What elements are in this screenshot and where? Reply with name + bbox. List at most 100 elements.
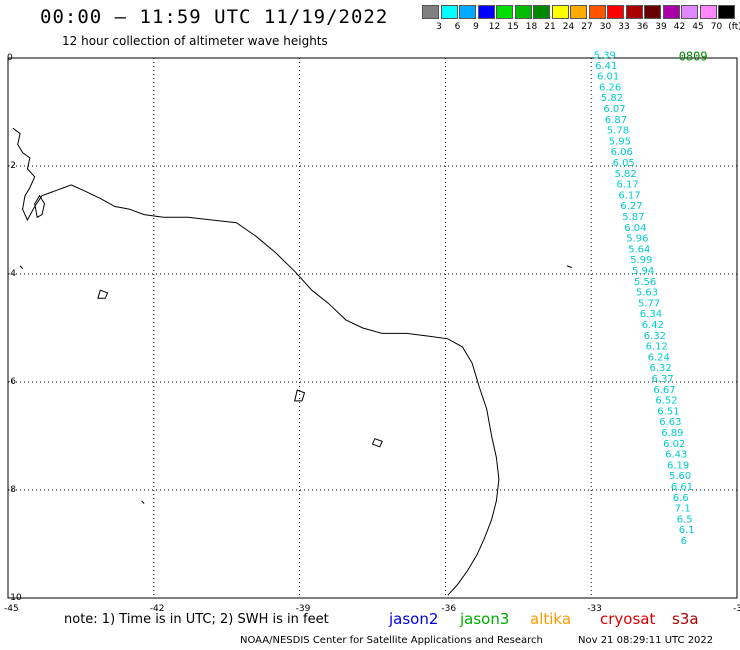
- wave-height-label: 6.61: [671, 482, 693, 493]
- map-frame: [7, 57, 738, 599]
- wave-height-label: 5.87: [622, 212, 644, 223]
- track-time-label: 0809: [679, 50, 708, 64]
- scale-label: 27: [581, 22, 593, 32]
- wave-height-label: 5.95: [609, 136, 631, 147]
- scale-swatch: [644, 5, 661, 19]
- wave-height-label: 6.42: [642, 320, 664, 331]
- wave-height-label: 5.39: [594, 51, 616, 62]
- wave-height-label: 6.67: [653, 385, 675, 396]
- island-outline: [34, 194, 46, 219]
- legend-altika: altika: [530, 610, 572, 628]
- scale-label: (ft): [728, 22, 740, 32]
- scale-swatch: [533, 5, 550, 19]
- wave-height-label: 6.43: [665, 450, 687, 461]
- wave-height-label: 6.87: [605, 115, 627, 126]
- scale-swatch: [477, 5, 495, 19]
- wave-height-label: 5.94: [632, 266, 654, 277]
- wave-height-label: 5.63: [636, 288, 658, 299]
- lon-tick-label: -45: [4, 604, 19, 614]
- lon-tick-label: -30: [733, 604, 740, 614]
- wave-height-label: 6.17: [618, 190, 640, 201]
- island-outline: [566, 265, 572, 268]
- wave-height-label: 5.82: [615, 169, 637, 180]
- wave-height-label: 5.99: [630, 255, 652, 266]
- wave-height-label: 6.34: [640, 309, 662, 320]
- legend-jason3: jason3: [460, 610, 510, 628]
- wave-height-label: 5.64: [628, 244, 650, 255]
- island-outline: [294, 389, 306, 402]
- wave-height-label: 6.41: [595, 61, 617, 72]
- scale-swatch: [625, 5, 643, 19]
- wave-height-label: 6.37: [652, 374, 674, 385]
- scale-label: 15: [507, 22, 519, 32]
- wave-height-label: 6.04: [624, 223, 646, 234]
- scale-swatch: [588, 5, 606, 19]
- scale-swatch: [681, 5, 698, 19]
- wave-height-label: 6.1: [679, 525, 695, 536]
- lat-tick-label: -8: [7, 485, 16, 495]
- lon-tick-label: -39: [296, 604, 311, 614]
- wave-height-label: 6: [681, 536, 687, 547]
- wave-height-label: 6.17: [617, 180, 639, 191]
- wave-height-label: 6.05: [613, 158, 635, 169]
- scale-label: 33: [618, 22, 630, 32]
- scale-label: 39: [655, 22, 667, 32]
- wave-height-label: 6.51: [657, 406, 679, 417]
- wave-height-label: 6.63: [659, 417, 681, 428]
- lat-tick-label: -4: [7, 269, 16, 279]
- scale-swatch: [514, 5, 532, 19]
- scale-swatch: [440, 5, 458, 19]
- wave-height-label: 6.02: [663, 439, 685, 450]
- scale-label: 21: [544, 22, 556, 32]
- lat-tick-label: -10: [7, 593, 22, 603]
- wave-height-label: 6.24: [648, 352, 670, 363]
- lon-tick-label: -33: [587, 604, 602, 614]
- wave-height-label: 5.82: [601, 93, 623, 104]
- credit-text: NOAA/NESDIS Center for Satellite Applica…: [240, 635, 543, 646]
- coastline: [12, 127, 572, 596]
- wave-height-label: 6.89: [661, 428, 683, 439]
- scale-label: 30: [599, 22, 612, 32]
- wave-height-label: 6.27: [620, 201, 642, 212]
- scale-label: 6: [454, 22, 461, 32]
- footer-note: note: 1) Time is in UTC; 2) SWH is in fe…: [64, 612, 329, 627]
- map-subtitle: 12 hour collection of altimeter wave hei…: [62, 34, 328, 48]
- wave-height-label: 5.56: [634, 277, 656, 288]
- legend-jason2: jason2: [389, 610, 439, 628]
- island-outline: [141, 500, 145, 504]
- lat-tick-label: -2: [7, 161, 16, 171]
- wave-height-label: 6.26: [599, 82, 621, 93]
- scale-label: 36: [636, 22, 649, 32]
- wave-height-label: 6.5: [677, 514, 693, 525]
- scale-label: 24: [562, 22, 575, 32]
- island-outline: [97, 289, 109, 299]
- satellite-track: 5.396.416.016.265.826.076.875.785.956.06…: [594, 50, 708, 547]
- wave-height-label: 6.6: [673, 493, 689, 504]
- scale-swatch: [570, 5, 587, 19]
- wave-height-label: 6.12: [646, 342, 668, 353]
- scale-label: 42: [673, 22, 686, 32]
- scale-swatch: [459, 5, 476, 19]
- map-grid: [7, 57, 738, 599]
- scale-swatch: [607, 5, 624, 19]
- wave-height-label: 7.1: [675, 504, 691, 515]
- scale-label: 45: [692, 22, 704, 32]
- scale-swatch: [496, 5, 513, 19]
- scale-swatch: [422, 5, 439, 19]
- wave-height-label: 6.52: [655, 396, 677, 407]
- map-title: 00:00 – 11:59 UTC 11/19/2022: [40, 6, 389, 28]
- scale-swatch: [551, 5, 569, 19]
- legend-cryosat: cryosat: [600, 610, 656, 628]
- scale-label: 3: [436, 22, 442, 32]
- wave-height-label: 6.19: [667, 460, 689, 471]
- wave-height-label: 5.96: [626, 234, 648, 245]
- legend-s3a: s3a: [672, 610, 699, 628]
- coastline-path: [12, 127, 500, 596]
- lat-tick-label: 0: [7, 53, 13, 63]
- wave-height-label: 6.01: [597, 72, 619, 83]
- wave-height-label: 6.06: [611, 147, 633, 158]
- scale-label: 9: [473, 22, 479, 32]
- scale-swatch: [718, 5, 735, 19]
- wave-height-label: 6.32: [644, 331, 666, 342]
- wave-height-label: 5.78: [607, 126, 629, 137]
